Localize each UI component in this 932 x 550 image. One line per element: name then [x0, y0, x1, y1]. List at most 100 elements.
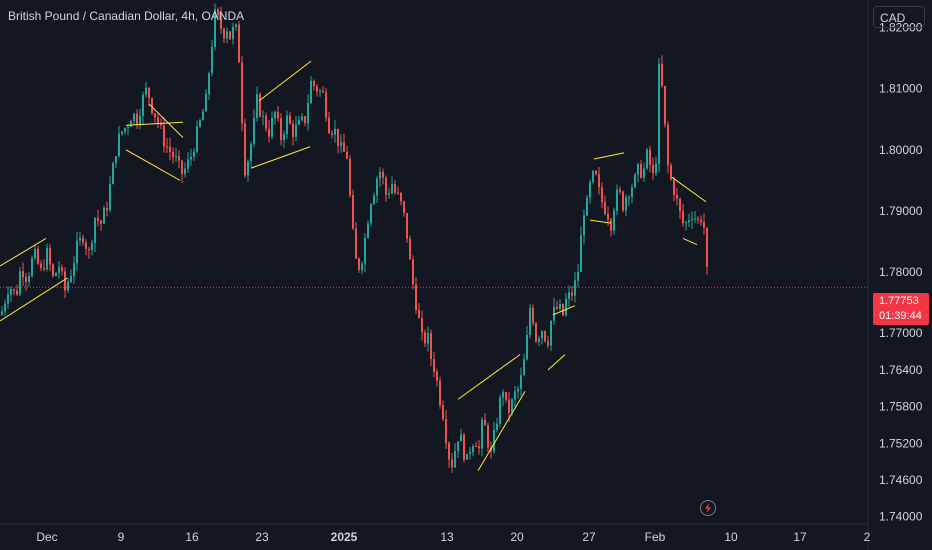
candle-body — [202, 111, 204, 121]
candle-body — [706, 227, 708, 268]
candle-body — [373, 195, 375, 205]
candle — [43, 259, 45, 272]
candle — [424, 329, 426, 348]
candle-body — [511, 399, 513, 413]
candle — [484, 413, 486, 426]
x-tick-label: 27 — [582, 530, 596, 544]
y-tick-label: 1.74000 — [879, 510, 923, 524]
candle-body — [643, 168, 645, 178]
candle-body — [214, 9, 216, 47]
candle — [331, 130, 333, 139]
y-tick-label: 1.77000 — [879, 326, 923, 340]
candle-body — [379, 171, 381, 179]
candle-body — [319, 90, 321, 92]
candle — [589, 179, 591, 204]
pattern-trendline — [593, 152, 625, 160]
candle — [352, 189, 354, 230]
candle — [175, 147, 177, 163]
x-tick-label: 16 — [185, 530, 199, 544]
y-tick-label: 1.76400 — [879, 363, 923, 377]
candle — [157, 113, 159, 129]
candle — [82, 234, 84, 246]
candle — [355, 222, 357, 259]
candle-body — [61, 267, 63, 272]
candle-body — [364, 237, 366, 264]
candle — [412, 255, 414, 290]
candle — [499, 394, 501, 428]
candle — [373, 192, 375, 206]
candle-body — [70, 276, 72, 283]
candle — [205, 89, 207, 112]
candle — [583, 209, 585, 245]
candle-body — [454, 450, 456, 468]
candle — [64, 267, 66, 299]
candle-body — [556, 306, 558, 309]
candle-body — [634, 174, 636, 188]
currency-button[interactable]: CAD — [873, 6, 925, 28]
candle-body — [664, 85, 666, 125]
candle-body — [124, 127, 126, 132]
candle — [199, 118, 201, 129]
candle-body — [445, 418, 447, 444]
candle — [496, 417, 498, 433]
candle-body — [82, 237, 84, 243]
candle-body — [253, 117, 255, 144]
candle — [616, 184, 618, 216]
candle-body — [301, 116, 303, 120]
candle-body — [613, 210, 615, 231]
candle-body — [631, 187, 633, 198]
candle — [586, 195, 588, 217]
candle — [271, 111, 273, 140]
candle — [505, 392, 507, 403]
candle — [220, 6, 222, 34]
candle-body — [553, 306, 555, 321]
candle-body — [247, 161, 249, 176]
candle-body — [562, 304, 564, 316]
candle-body — [208, 73, 210, 94]
candle-body — [343, 142, 345, 152]
candle-body — [226, 31, 228, 39]
candle-body — [238, 24, 240, 63]
candle — [628, 195, 630, 206]
candle-body — [235, 24, 237, 27]
candle — [601, 182, 603, 209]
candle-body — [217, 9, 219, 15]
candle — [10, 286, 12, 302]
candle — [514, 386, 516, 408]
candle-body — [232, 26, 234, 40]
time-axis[interactable]: Dec 9 16 23 2025 13 20 27 Feb 10 17 2 — [36, 530, 870, 544]
candle-body — [694, 218, 696, 220]
candle — [70, 269, 72, 284]
candle-body — [601, 187, 603, 203]
pattern-trendline — [552, 305, 576, 316]
candle — [34, 244, 36, 261]
candle — [229, 31, 231, 40]
lightning-bolt-icon[interactable] — [699, 499, 717, 517]
candle-body — [265, 115, 267, 129]
candle-body — [508, 399, 510, 413]
candle-body — [136, 113, 138, 126]
candle — [472, 443, 474, 457]
candle-body — [325, 92, 327, 118]
candle-body — [361, 263, 363, 270]
candle-body — [505, 392, 507, 400]
candle-body — [499, 397, 501, 424]
candle — [91, 239, 93, 256]
candle-body — [475, 446, 477, 448]
price-axis[interactable]: 1.820001.810001.800001.790001.780001.770… — [879, 21, 923, 524]
last-price-label: 1.77753 01:39:44 — [873, 293, 929, 325]
candle — [562, 303, 564, 317]
pattern-trendline — [250, 146, 311, 169]
candle-body — [52, 264, 54, 276]
candle — [682, 203, 684, 227]
candle — [190, 148, 192, 167]
plot-area[interactable] — [0, 3, 868, 473]
candle-body — [103, 207, 105, 224]
candle — [406, 213, 408, 243]
candle-body — [550, 320, 552, 346]
candle-body — [85, 242, 87, 249]
candle — [241, 55, 243, 132]
candle — [445, 410, 447, 449]
candle-body — [76, 240, 78, 264]
